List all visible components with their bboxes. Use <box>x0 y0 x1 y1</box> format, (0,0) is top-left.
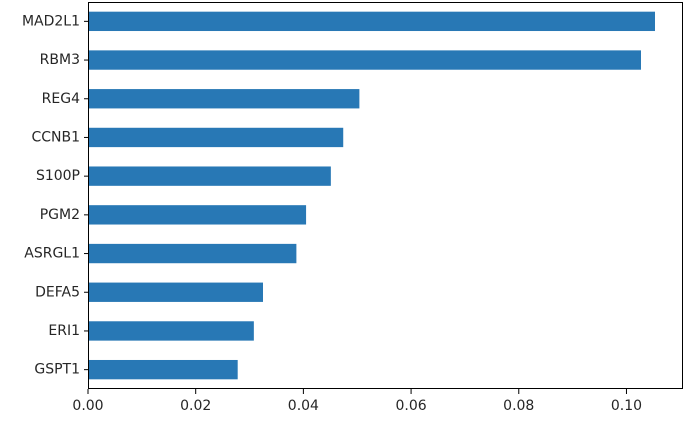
x-tick-label: 0.08 <box>503 398 534 414</box>
x-tick-label: 0.04 <box>288 398 319 414</box>
bar-asrgl1 <box>88 243 297 264</box>
bar-ccnb1 <box>88 127 344 148</box>
bar-eri1 <box>88 321 254 341</box>
x-tick-label: 0.06 <box>395 398 426 414</box>
plot-frame <box>88 2 683 389</box>
x-axis-ticks: 0.00 0.02 0.04 0.06 0.08 0.10 <box>72 389 642 414</box>
bar-defa5 <box>88 282 263 302</box>
y-tick-label: S100P <box>36 168 80 184</box>
y-tick-label: GSPT1 <box>34 362 80 378</box>
y-tick-label: ASRGL1 <box>24 246 80 262</box>
x-tick-label: 0.02 <box>180 398 211 414</box>
bar-s100p <box>88 166 331 186</box>
bar-rbm3 <box>88 50 641 70</box>
y-tick-label: REG4 <box>42 91 80 107</box>
y-tick-labels: MAD2L1 RBM3 REG4 CCNB1 S100P PGM2 ASRGL1 DEFA5 E… <box>22 13 88 378</box>
bar-pgm2 <box>88 205 307 225</box>
bar-gspt1 <box>88 359 238 380</box>
bars-layer <box>88 11 655 380</box>
bar-mad2l1 <box>88 11 655 32</box>
x-tick-label: 0.10 <box>611 398 642 414</box>
y-tick-label: RBM3 <box>40 52 80 68</box>
bar-reg4 <box>88 89 360 109</box>
y-tick-label: MAD2L1 <box>22 13 80 29</box>
y-tick-label: DEFA5 <box>35 284 80 300</box>
x-tick-label: 0.00 <box>72 398 103 414</box>
y-tick-label: ERI1 <box>48 323 80 339</box>
y-tick-label: PGM2 <box>40 207 80 223</box>
y-tick-label: CCNB1 <box>31 129 80 145</box>
